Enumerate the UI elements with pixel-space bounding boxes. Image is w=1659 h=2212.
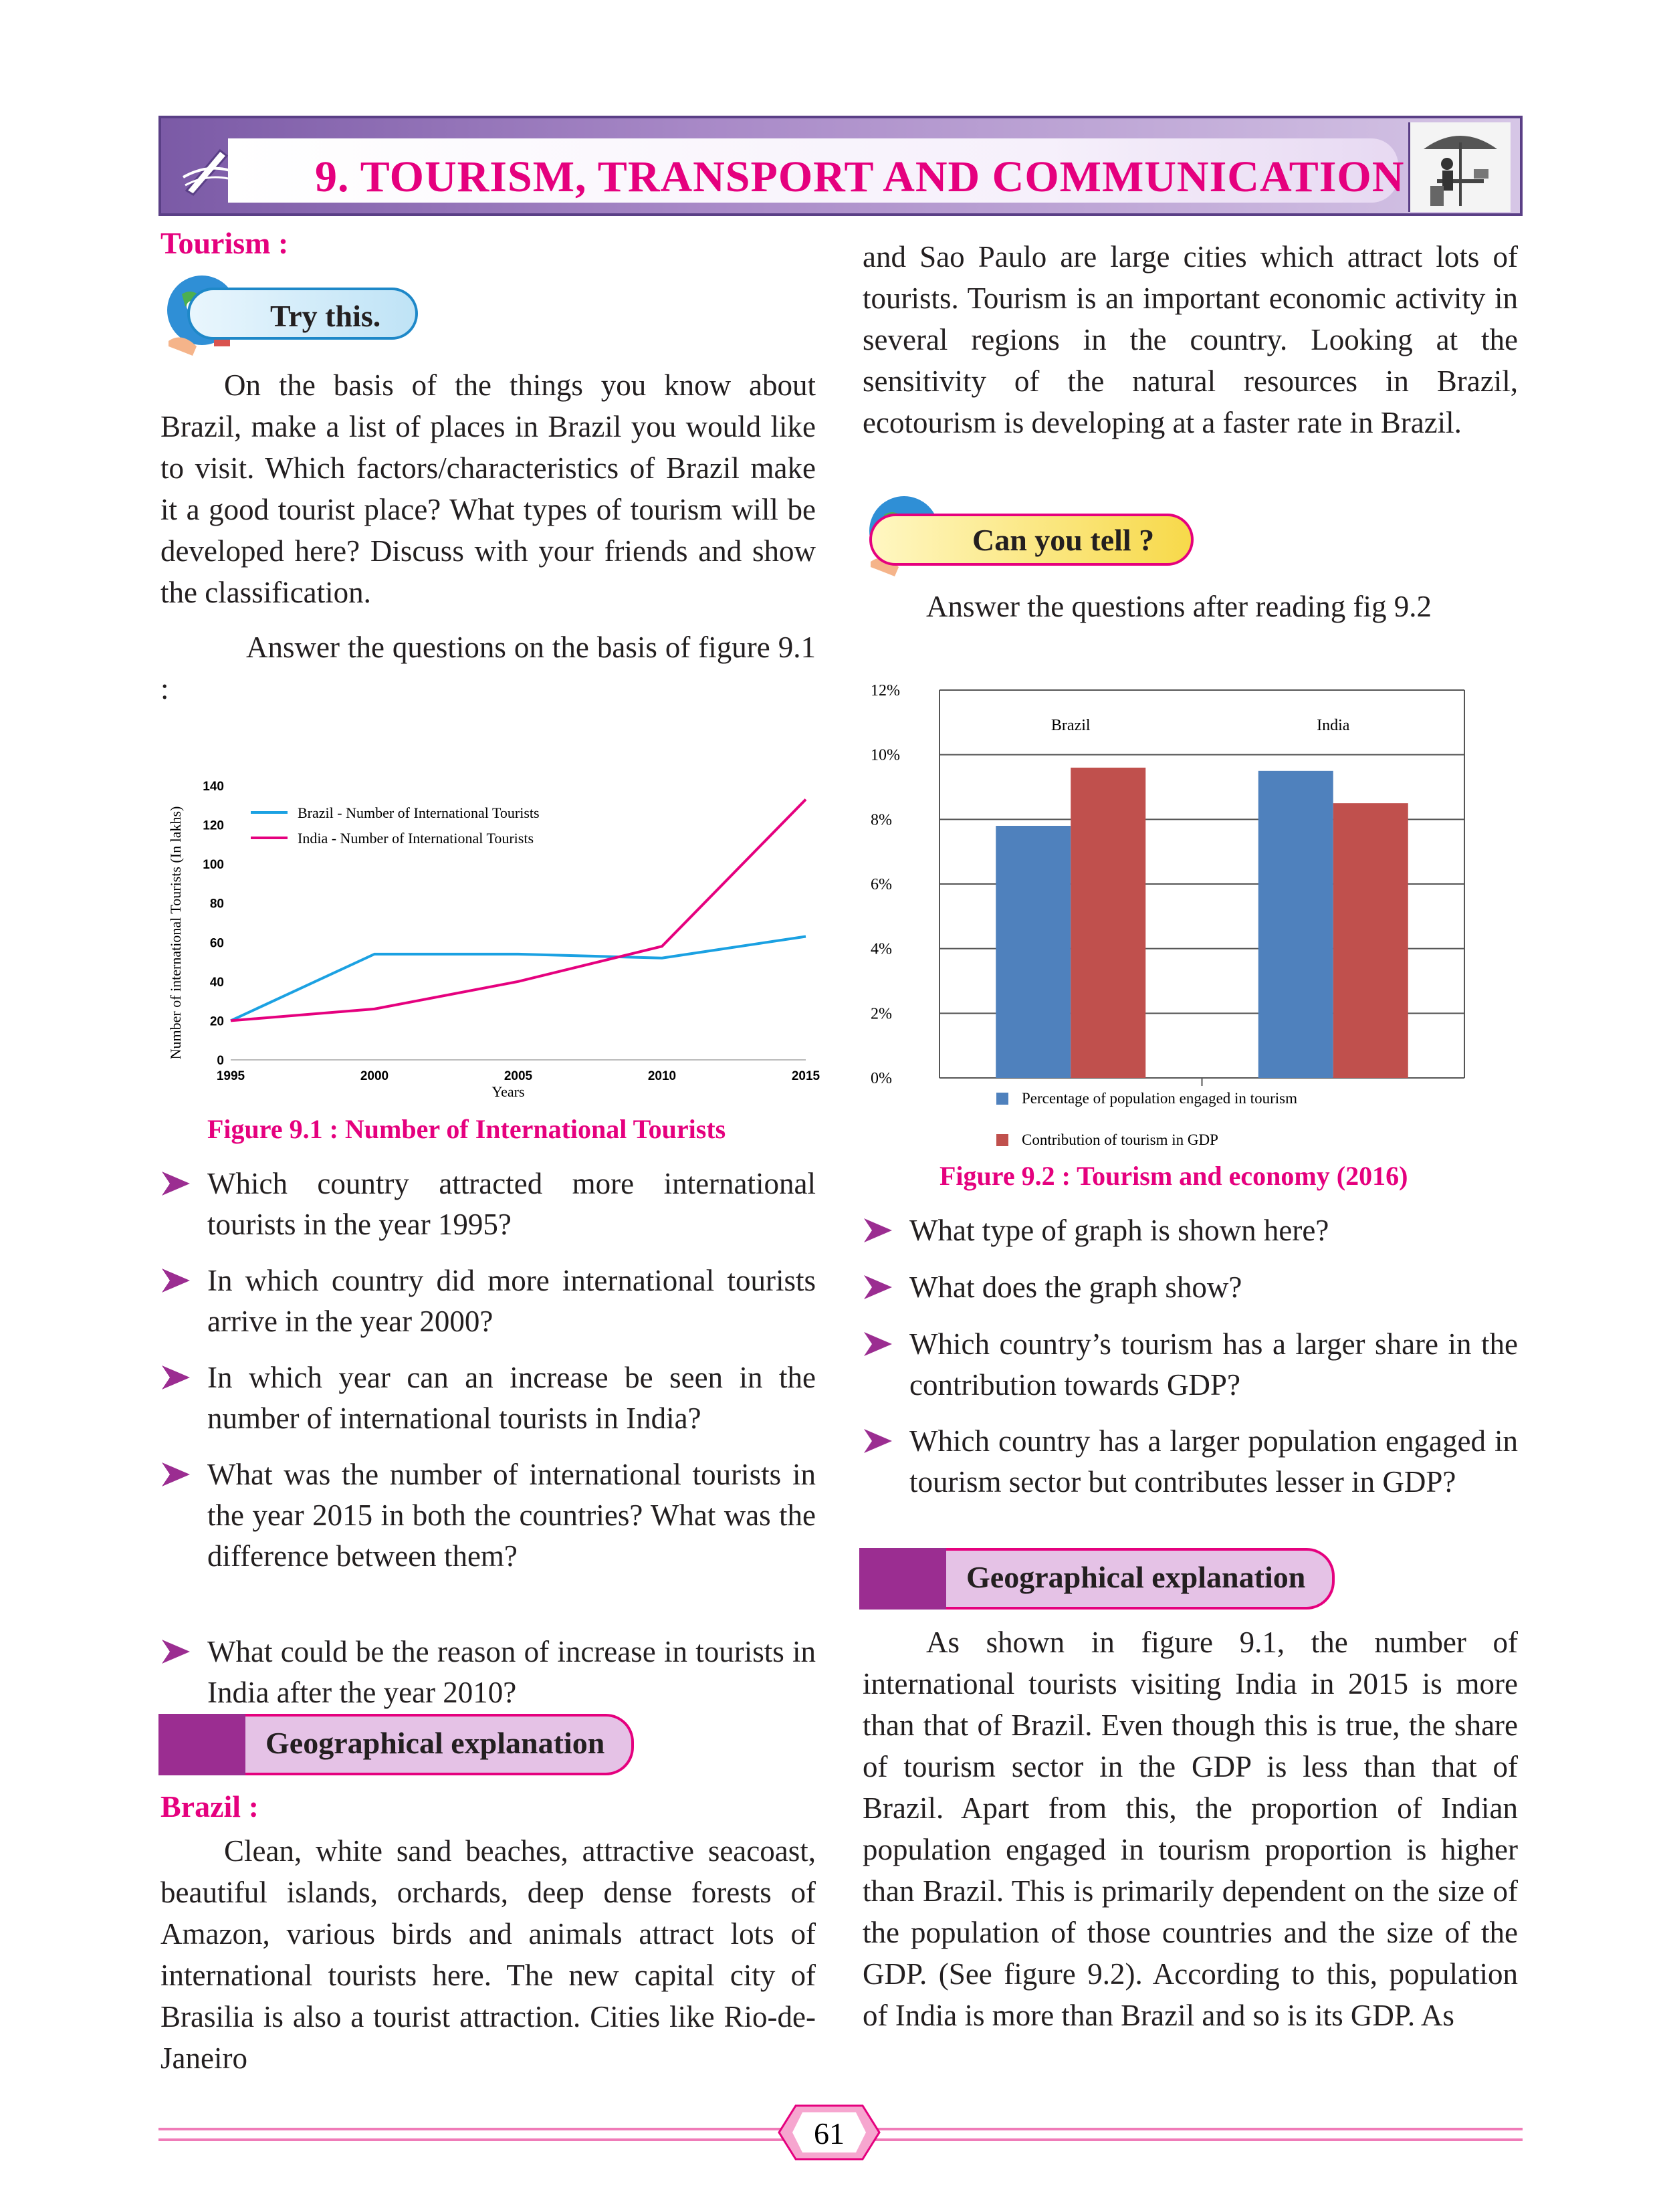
answer-instruction-right: Answer the questions after reading fig 9… (926, 590, 1432, 623)
y-tick-label: 4% (871, 941, 892, 958)
geo-explanation-label: Geographical explanation (245, 1714, 635, 1775)
bar-chart-tourism-economy: 0% 2% 4% 6% 8% 10% 12% Brazil India Percentage … (871, 682, 1465, 1148)
y-tick-label: 100 (203, 858, 224, 872)
y-tick-label: 20 (210, 1014, 224, 1028)
legend-label: Contribution of tourism in GDP (1022, 1131, 1218, 1148)
can-you-tell-label: Can you tell ? (869, 514, 1194, 566)
left-question-4: What was the number of international tou… (160, 1454, 816, 1577)
line-chart-international-tourists: Number of international Tourists (In lak… (167, 780, 820, 1100)
legend-label: Brazil - Number of International Tourist… (298, 804, 540, 821)
arrow-bullet-icon (162, 1462, 190, 1486)
arrow-bullet-icon (864, 1218, 892, 1242)
brazil-paragraph: Clean, white sand beaches, attractive se… (160, 1834, 816, 2075)
try-this-paragraph: On the basis of the things you know abou… (160, 368, 816, 609)
x-axis-label: Years (491, 1083, 524, 1100)
right-question-3: Which country’s tourism has a larger sha… (863, 1324, 1518, 1406)
arrow-bullet-icon (162, 1172, 190, 1196)
right-question-1: What type of graph is shown here? (863, 1210, 1518, 1251)
y-tick-label: 2% (871, 1005, 892, 1022)
x-tick-label: 2005 (504, 1069, 533, 1083)
tourist-umbrella-icon (1408, 122, 1511, 212)
tourism-heading: Tourism : (160, 226, 289, 260)
arrow-bullet-icon (864, 1332, 892, 1356)
page-number: 61 (814, 2116, 845, 2150)
y-tick-label: 60 (210, 936, 224, 950)
y-axis-label: Number of international Tourists (In lak… (167, 806, 184, 1060)
category-label: Brazil (1051, 717, 1091, 734)
arrow-bullet-icon (162, 1268, 190, 1293)
bar-brazil-gdp (1071, 768, 1146, 1078)
x-tick-label: 1995 (217, 1069, 245, 1083)
page-number-badge: 61 (778, 2104, 881, 2161)
figure-9-2-caption: Figure 9.2 : Tourism and economy (2016) (939, 1161, 1408, 1191)
bar-india-population (1258, 770, 1333, 1078)
series-line-brazil (230, 935, 806, 1022)
legend-label: India - Number of International Tourists (298, 830, 534, 847)
right-question-4: Which country has a larger population en… (863, 1421, 1518, 1503)
arrow-bullet-icon (162, 1365, 190, 1390)
y-tick-label: 6% (871, 876, 892, 893)
tourism-continued-paragraph: and Sao Paulo are large cities which att… (863, 240, 1518, 439)
legend-swatch (996, 1134, 1008, 1146)
arrow-bullet-icon (864, 1429, 892, 1453)
chapter-banner: 9. TOURISM, TRANSPORT AND COMMUNICATION (158, 116, 1523, 216)
purple-block (158, 1714, 245, 1775)
arrow-bullet-icon (864, 1275, 892, 1299)
left-question-1: Which country attracted more internation… (160, 1164, 816, 1245)
y-tick-label: 12% (871, 682, 900, 699)
try-this-label: Try this. (187, 288, 418, 340)
x-tick-label: 2000 (360, 1069, 389, 1083)
legend-swatch (996, 1093, 1008, 1105)
answer-instruction: Answer the questions on the basis of fig… (160, 631, 816, 705)
right-question-2: What does the graph show? (863, 1267, 1518, 1308)
left-question-2: In which country did more international … (160, 1260, 816, 1342)
bar-india-gdp (1333, 803, 1408, 1078)
y-tick-label: 8% (871, 811, 892, 828)
y-tick-label: 140 (203, 780, 224, 794)
y-tick-label: 120 (203, 819, 224, 833)
chapter-title: 9. TOURISM, TRANSPORT AND COMMUNICATION (315, 152, 1405, 201)
x-tick-label: 2015 (792, 1069, 820, 1083)
geo-explanation-label: Geographical explanation (946, 1548, 1335, 1610)
category-label: India (1317, 717, 1350, 734)
y-tick-label: 40 (210, 976, 224, 990)
purple-block (859, 1548, 946, 1610)
arrow-bullet-icon (162, 1640, 190, 1664)
left-question-5: What could be the reason of increase in … (160, 1632, 816, 1713)
left-question-3: In which year can an increase be seen in… (160, 1357, 816, 1439)
x-tick-label: 2010 (648, 1069, 676, 1083)
geo-explanation-heading-right: Geographical explanation (859, 1548, 1354, 1610)
geo-explanation-paragraph: As shown in figure 9.1, the number of in… (863, 1626, 1518, 2032)
title-plate: 9. TOURISM, TRANSPORT AND COMMUNICATION (228, 138, 1404, 203)
series-line-india (230, 798, 807, 1022)
geo-explanation-heading-left: Geographical explanation (158, 1714, 653, 1775)
y-tick-label: 80 (210, 897, 224, 911)
y-tick-label: 10% (871, 747, 900, 764)
y-tick-label: 0 (217, 1054, 224, 1068)
bar-brazil-population (996, 826, 1071, 1078)
brazil-heading: Brazil : (160, 1789, 259, 1823)
legend-label: Percentage of population engaged in tour… (1022, 1090, 1297, 1107)
y-tick-label: 0% (871, 1070, 892, 1087)
pen-icon (183, 148, 231, 196)
figure-9-1-caption: Figure 9.1 : Number of International Tou… (207, 1114, 726, 1144)
